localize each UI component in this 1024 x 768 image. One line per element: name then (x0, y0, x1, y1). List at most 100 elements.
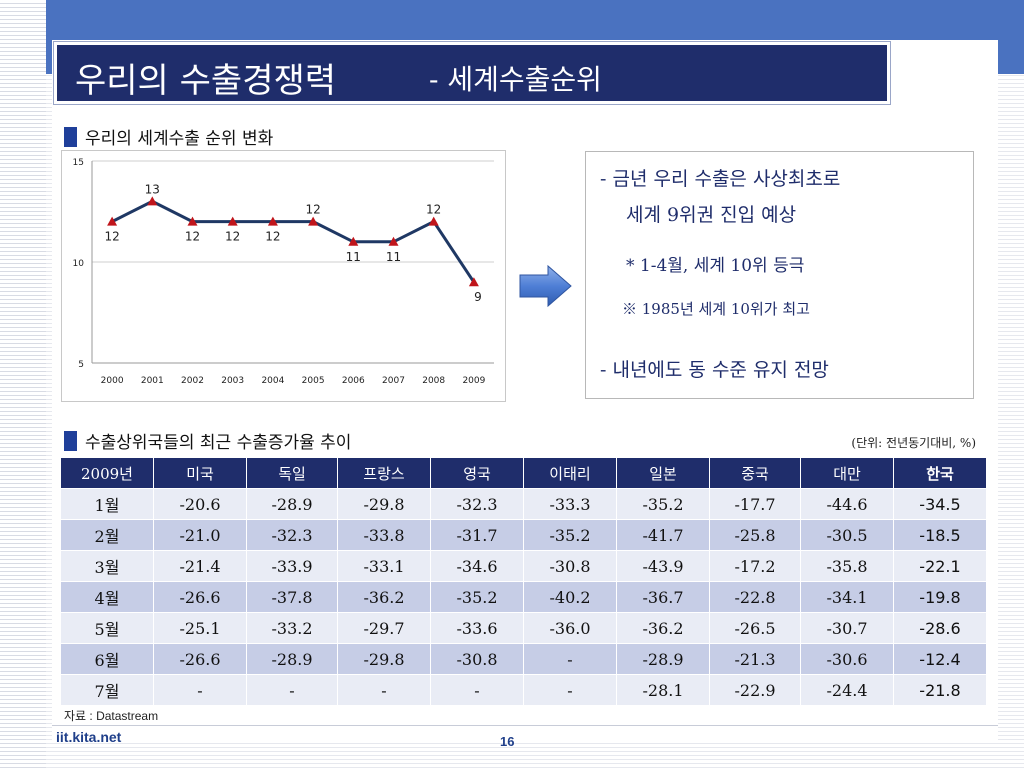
table-cell: -36.0 (523, 612, 617, 644)
table-row: 4월 -26.6 -37.8 -36.2 -35.2 -40.2 -36.7 -22.8 -34… (61, 581, 987, 613)
column-header: 프랑스 (337, 458, 431, 489)
row-label: 5월 (61, 612, 154, 644)
y-tick-label: 10 (73, 259, 85, 269)
table-cell: -30.8 (523, 550, 617, 582)
table-cell: -33.8 (337, 519, 431, 551)
table-row: 1월 -20.6 -28.9 -29.8 -32.3 -33.3 -35.2 -17.7 -44… (61, 488, 987, 520)
x-tick-label: 2002 (181, 376, 204, 386)
data-label: 12 (426, 203, 441, 217)
notes-box: - 금년 우리 수출은 사상최초로 세계 9위권 진입 예상 * 1-4월, 세… (585, 151, 974, 399)
data-point (348, 236, 359, 246)
table-cell: -17.2 (709, 550, 801, 582)
row-label: 6월 (61, 643, 154, 675)
table-cell: -33.2 (246, 612, 338, 644)
table-cell: -25.8 (709, 519, 801, 551)
table-cell: -36.7 (616, 581, 710, 613)
x-tick-label: 2008 (422, 376, 445, 386)
table-row: 2월 -21.0 -32.3 -33.8 -31.7 -35.2 -41.7 -25.8 -30… (61, 519, 987, 551)
data-label: 12 (104, 230, 119, 244)
table-cell: - (153, 674, 247, 705)
row-label: 2월 (61, 519, 154, 551)
bullet-square-icon (64, 127, 77, 147)
table-cell: -34.5 (893, 488, 987, 520)
column-header: 대만 (800, 458, 894, 489)
data-label: 11 (346, 250, 361, 264)
table-cell: -40.2 (523, 581, 617, 613)
table-cell: -35.2 (523, 519, 617, 551)
data-label: 11 (386, 250, 401, 264)
note-line-1a: - 금년 우리 수출은 사상최초로 (600, 168, 841, 190)
table-cell: -33.6 (430, 612, 524, 644)
table-cell: -43.9 (616, 550, 710, 582)
table-cell: -33.9 (246, 550, 338, 582)
table-cell: -24.4 (800, 674, 894, 705)
table-cell: - (430, 674, 524, 705)
row-label: 4월 (61, 581, 154, 613)
table-cell: -17.7 (709, 488, 801, 520)
table-cell: -22.9 (709, 674, 801, 705)
section1-heading: 우리의 세계수출 순위 변화 (64, 124, 273, 149)
column-header: 영국 (430, 458, 524, 489)
x-tick-label: 2009 (462, 376, 485, 386)
table-cell: -19.8 (893, 581, 987, 613)
data-label: 12 (265, 230, 280, 244)
title-box: 우리의 수출경쟁력 - 세계수출순위 (54, 42, 890, 104)
table-cell: -36.2 (616, 612, 710, 644)
table-row: 6월 -26.6 -28.9 -29.8 -30.8- -28.9 -21.3 -30.6 -1… (61, 643, 987, 675)
table-cell: -33.3 (523, 488, 617, 520)
column-header: 2009년 (61, 458, 154, 489)
section2-heading-text: 수출상위국들의 최근 수출증가율 추이 (85, 433, 352, 453)
table-cell: -37.8 (246, 581, 338, 613)
table-body: 1월 -20.6 -28.9 -29.8 -32.3 -33.3 -35.2 -17.7 -44… (61, 488, 987, 705)
x-tick-label: 2003 (221, 376, 244, 386)
table-cell: -35.2 (430, 581, 524, 613)
note-line-2: * 1-4월, 세계 10위 등극 (626, 256, 805, 276)
table-cell: -28.9 (246, 643, 338, 675)
table-cell: -28.9 (616, 643, 710, 675)
table-cell: -29.8 (337, 488, 431, 520)
table-cell: -30.8 (430, 643, 524, 675)
table-row: 5월 -25.1 -33.2 -29.7 -33.6 -36.0 -36.2 -26.5 -30… (61, 612, 987, 644)
table-cell: -35.8 (800, 550, 894, 582)
column-header: 일본 (616, 458, 710, 489)
table-cell: -20.6 (153, 488, 247, 520)
table-header-row: 2009년 미국 독일 프랑스 영국 이태리 일본 중국 대만 한국 (61, 458, 987, 489)
table-cell: - (523, 674, 617, 705)
table-cell: -21.8 (893, 674, 987, 705)
row-label: 7월 (61, 674, 154, 705)
data-label: 12 (185, 230, 200, 244)
right-arrow-icon (519, 264, 572, 308)
x-tick-label: 2006 (342, 376, 365, 386)
table-cell: -21.4 (153, 550, 247, 582)
data-label: 12 (225, 230, 240, 244)
table-row: 7월 - - - - - -28.1 -22.9 -24.4 -21.8 (61, 674, 987, 705)
footer-divider (52, 725, 998, 726)
x-tick-label: 2007 (382, 376, 405, 386)
export-growth-table: 2009년 미국 독일 프랑스 영국 이태리 일본 중국 대만 한국 1월 -20.6 -28.9 -2… (61, 458, 987, 705)
column-header: 독일 (246, 458, 338, 489)
table-row: 3월 -21.4 -33.9 -33.1 -34.6 -30.8 -43.9 -17.2 -35… (61, 550, 987, 582)
data-label: 9 (474, 290, 482, 304)
table-cell: -21.3 (709, 643, 801, 675)
data-point (107, 216, 118, 226)
x-tick-label: 2000 (101, 376, 124, 386)
note-line-4: - 내년에도 동 수준 유지 전망 (600, 359, 829, 381)
bullet-square-icon (64, 431, 77, 451)
note-line-3: ※ 1985년 세계 10위가 최고 (622, 300, 810, 318)
table-cell: -28.1 (616, 674, 710, 705)
data-point (308, 216, 319, 226)
data-point (147, 196, 158, 206)
table-cell: -32.3 (246, 519, 338, 551)
table-cell: -34.1 (800, 581, 894, 613)
table-cell: - (246, 674, 338, 705)
section1-heading-text: 우리의 세계수출 순위 변화 (85, 129, 274, 149)
page-title: 우리의 수출경쟁력 (75, 61, 337, 101)
left-strip (0, 0, 46, 768)
column-header: 이태리 (523, 458, 617, 489)
column-header: 미국 (153, 458, 247, 489)
table-cell: -30.6 (800, 643, 894, 675)
table-cell: -18.5 (893, 519, 987, 551)
column-header: 중국 (709, 458, 801, 489)
rank-chart: 15 10 5 2000 2001 2002 2003 2004 2005 2006 2007 200… (61, 150, 506, 402)
table-cell: -41.7 (616, 519, 710, 551)
